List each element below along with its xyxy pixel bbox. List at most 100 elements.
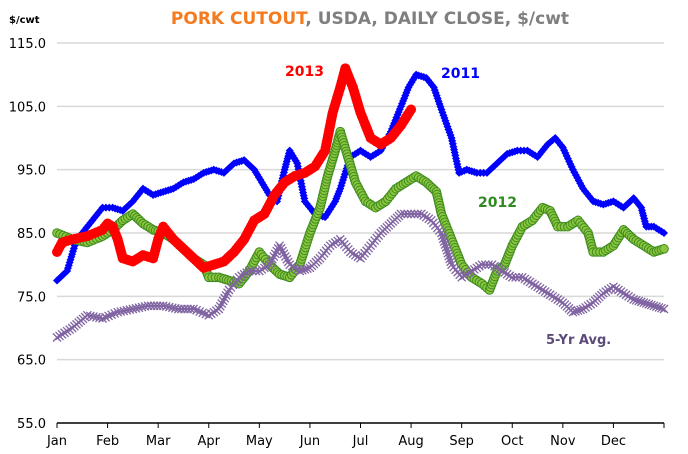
data-point: [442, 245, 452, 255]
y-tick-label: 75.0: [17, 290, 46, 305]
data-point: [403, 209, 413, 219]
x-tick-label: Sep: [449, 434, 474, 449]
data-point: [266, 257, 276, 267]
data-point: [399, 209, 409, 219]
data-point: [651, 302, 661, 312]
data-point: [277, 246, 287, 256]
data-point: [649, 301, 659, 311]
data-point: [586, 299, 596, 309]
data-point: [267, 254, 277, 264]
data-point: [416, 209, 426, 219]
data-point: [555, 296, 565, 306]
data-point: [195, 307, 205, 316]
data-point: [528, 279, 537, 289]
label-2013: 2013: [285, 64, 324, 80]
data-point: [517, 272, 527, 282]
data-point: [438, 234, 448, 244]
data-point: [654, 302, 664, 312]
data-point: [446, 257, 456, 267]
x-tick-label: Jun: [299, 434, 320, 449]
data-point: [328, 239, 338, 249]
data-point: [436, 228, 446, 238]
data-point: [279, 249, 289, 259]
data-point: [419, 211, 429, 221]
data-point: [457, 272, 467, 282]
x-tick-label: Oct: [501, 434, 523, 449]
data-point: [626, 293, 636, 303]
data-point: [525, 277, 535, 287]
data-point: [237, 271, 247, 281]
data-point: [223, 288, 232, 298]
data-point: [576, 305, 585, 315]
x-tick-label: Nov: [550, 434, 576, 449]
data-point: [440, 240, 450, 249]
data-point: [60, 328, 70, 338]
data-point: [421, 212, 431, 222]
data-point: [325, 241, 335, 251]
data-point: [107, 310, 117, 320]
data-point: [641, 298, 651, 308]
data-point: [218, 296, 228, 306]
data-point: [396, 209, 406, 219]
data-point: [621, 290, 631, 300]
data-point: [264, 260, 274, 270]
data-point: [611, 283, 621, 293]
y-tick-label: 95.0: [17, 164, 46, 179]
data-point: [239, 269, 249, 279]
data-point: [603, 285, 613, 295]
data-point: [533, 282, 543, 292]
chart-title-highlight: PORK CUTOUT: [171, 9, 308, 29]
data-point: [437, 231, 447, 241]
data-point: [480, 260, 490, 270]
data-point: [439, 237, 449, 247]
data-point: [251, 168, 260, 177]
data-point: [530, 280, 540, 290]
data-point: [487, 260, 497, 270]
data-point: [444, 251, 454, 261]
data-point: [62, 326, 72, 336]
x-tick-label: May: [246, 434, 273, 449]
y-axis-unit-label: $/cwt: [9, 15, 40, 26]
data-point: [406, 104, 417, 115]
data-point: [104, 311, 114, 321]
data-point: [214, 304, 224, 314]
data-point: [248, 266, 258, 276]
data-point: [297, 265, 307, 275]
x-tick-label: Jan: [46, 434, 67, 449]
data-point: [492, 263, 502, 273]
data-point: [330, 238, 340, 247]
data-point: [583, 301, 593, 311]
data-point: [269, 252, 279, 261]
data-point: [614, 285, 623, 295]
x-tick-label: Aug: [398, 434, 423, 449]
data-point: [244, 266, 254, 276]
data-point: [110, 308, 120, 318]
data-point: [511, 272, 521, 282]
x-tick-label: Mar: [146, 434, 171, 449]
y-tick-label: 55.0: [17, 417, 46, 432]
series-5-yr-avg-: [52, 209, 669, 342]
data-point: [459, 271, 469, 281]
data-point: [631, 295, 641, 305]
data-point: [409, 209, 419, 219]
data-point: [290, 263, 300, 273]
data-point: [619, 288, 628, 298]
data-point: [573, 306, 583, 316]
data-point: [636, 297, 646, 307]
data-point: [646, 300, 656, 310]
label-2011: 2011: [441, 66, 480, 82]
data-point: [469, 264, 479, 274]
data-point: [275, 241, 285, 251]
data-point: [495, 264, 505, 274]
data-point: [280, 252, 290, 261]
data-point: [257, 264, 267, 274]
data-point: [624, 291, 634, 301]
data-point: [192, 305, 202, 315]
y-tick-label: 115.0: [9, 37, 46, 52]
data-point: [276, 243, 286, 253]
data-point: [548, 291, 558, 301]
data-point: [644, 299, 654, 309]
data-point: [251, 266, 261, 276]
data-point: [629, 295, 639, 304]
